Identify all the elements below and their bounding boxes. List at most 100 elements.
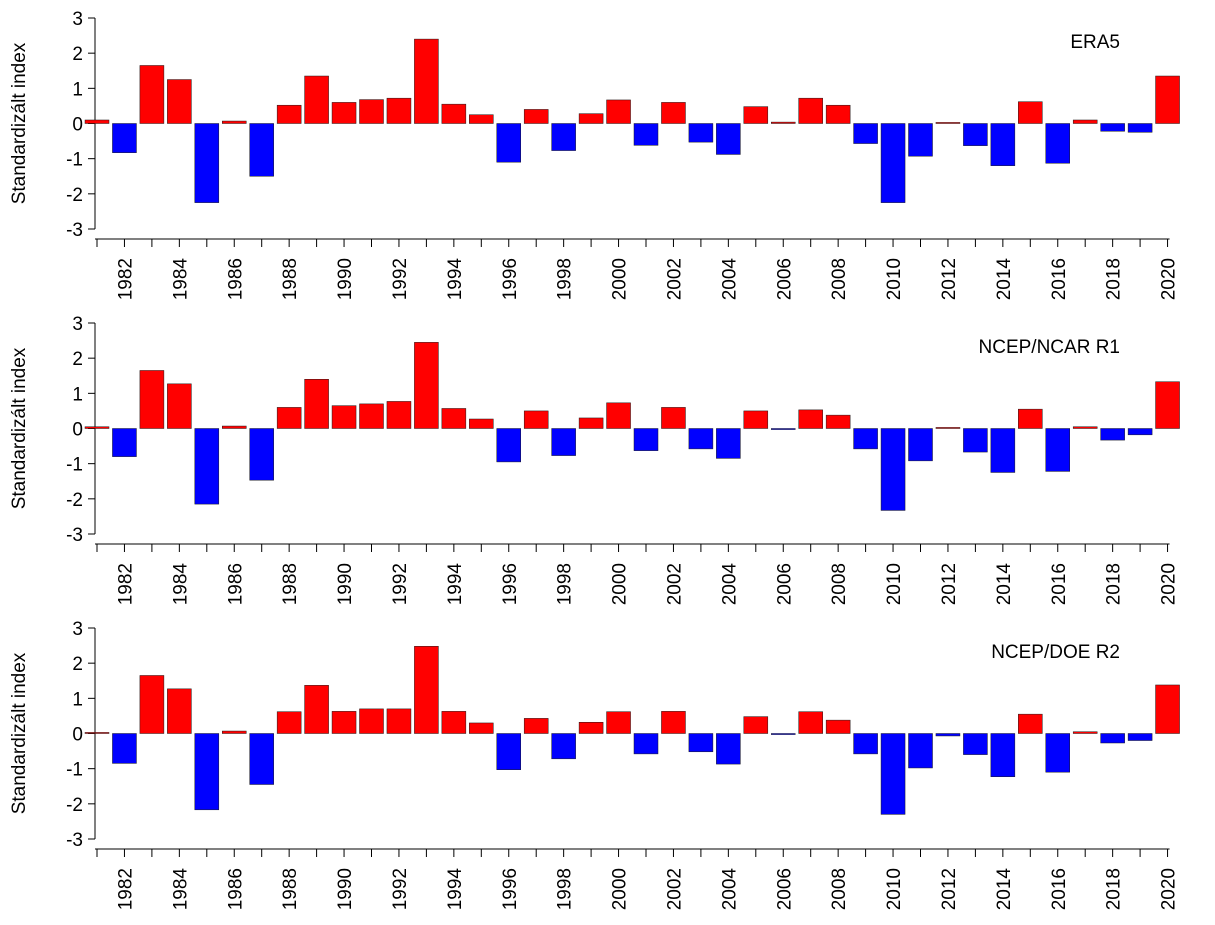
bar-1992 <box>386 708 412 734</box>
y-tick-label: -3 <box>66 220 83 241</box>
x-tick-label: 2010 <box>884 258 905 300</box>
x-tick-label: 2004 <box>719 868 740 911</box>
x-tick-label: 2002 <box>664 868 685 910</box>
y-tick-label: 1 <box>72 79 83 100</box>
bar-2006 <box>771 121 796 124</box>
panel-title: ERA5 <box>1070 32 1120 53</box>
x-tick-label: 1994 <box>445 258 466 301</box>
bar-2008 <box>825 104 851 124</box>
bar-2002 <box>661 711 686 734</box>
x-tick-label: 2002 <box>664 258 685 300</box>
bar-1993 <box>414 342 439 429</box>
x-tick-label: 2006 <box>774 258 795 300</box>
bar-1981 <box>84 119 110 124</box>
x-tick-label: 2008 <box>829 563 850 605</box>
y-tick-label: -2 <box>66 185 83 206</box>
bar-2008 <box>825 719 851 734</box>
bar-2013 <box>963 428 988 453</box>
bar-2002 <box>661 102 686 124</box>
bar-2005 <box>743 106 769 124</box>
bar-1999 <box>578 417 604 429</box>
y-tick-label: -2 <box>66 490 83 511</box>
x-tick-label: 2010 <box>884 563 905 605</box>
x-tick-label: 1988 <box>280 868 301 910</box>
x-tick-label: 2004 <box>719 563 740 606</box>
bar-1985 <box>194 123 220 203</box>
bar-2015 <box>1018 101 1043 124</box>
bar-2011 <box>908 733 933 769</box>
bar-2014 <box>990 123 1016 166</box>
x-tick-label: 1998 <box>555 563 576 605</box>
bar-2004 <box>716 733 741 765</box>
bar-2001 <box>633 428 659 451</box>
x-tick-label: 2016 <box>1049 563 1070 605</box>
x-tick-label: 2016 <box>1049 868 1070 910</box>
bar-2005 <box>743 410 769 429</box>
bar-2018 <box>1100 428 1125 441</box>
y-tick-label: -3 <box>66 525 83 546</box>
bar-2003 <box>688 123 714 143</box>
bar-1990 <box>331 711 357 734</box>
bar-2012 <box>935 427 961 429</box>
bar-2019 <box>1127 428 1153 436</box>
bar-1989 <box>304 379 329 429</box>
y-tick-label: 0 <box>72 115 83 136</box>
bar-1982 <box>112 428 137 457</box>
bar-1981 <box>84 732 110 734</box>
bar-2001 <box>633 733 659 755</box>
bar-1983 <box>139 370 165 429</box>
bar-1992 <box>386 97 412 124</box>
bar-2006 <box>771 428 796 430</box>
bar-1997 <box>523 410 549 429</box>
panel-3: 3 2 1 0 -1 -2 -3 Standardizált index 1982 1984 198… <box>9 619 1180 910</box>
x-tick-label: 1990 <box>335 258 356 300</box>
bar-1999 <box>578 721 604 734</box>
x-tick-label: 2018 <box>1104 258 1125 300</box>
x-tick-label: 2008 <box>829 258 850 300</box>
bar-1996 <box>496 428 521 463</box>
bar-2011 <box>908 123 933 157</box>
bar-1984 <box>167 79 192 124</box>
y-tick-label: -1 <box>66 760 83 781</box>
bar-1997 <box>523 109 549 124</box>
bar-1994 <box>441 103 467 124</box>
x-tick-label: 2010 <box>884 868 905 910</box>
x-tick-label: 1996 <box>500 868 521 910</box>
bar-1985 <box>194 428 220 505</box>
panel-title: NCEP/DOE R2 <box>991 642 1120 663</box>
bar-1999 <box>578 113 604 124</box>
bar-1995 <box>469 418 494 429</box>
x-tick-label: 1982 <box>115 868 136 910</box>
bar-1987 <box>249 428 274 481</box>
x-tick-label: 2020 <box>1159 563 1180 605</box>
bar-1986 <box>222 425 247 429</box>
bar-2007 <box>798 409 823 429</box>
panel-1: 3 2 1 0 -1 -2 -3 Standardizált index 1982 1984 198… <box>9 9 1180 300</box>
bar-1985 <box>194 733 220 811</box>
x-tick-label: 1990 <box>335 563 356 605</box>
x-tick-label: 2004 <box>719 258 740 301</box>
bar-2016 <box>1045 733 1070 773</box>
bar-1991 <box>359 99 384 124</box>
bar-2018 <box>1100 733 1125 744</box>
bar-2017 <box>1072 731 1098 734</box>
bar-2020 <box>1155 684 1180 734</box>
x-tick-label: 2016 <box>1049 258 1070 300</box>
bar-2003 <box>688 733 714 753</box>
bar-2017 <box>1072 119 1098 124</box>
y-axis-label: Standardizált index <box>9 42 30 204</box>
bar-1993 <box>414 646 439 734</box>
bar-2016 <box>1045 123 1070 164</box>
x-tick-label: 1990 <box>335 868 356 910</box>
bar-1984 <box>167 688 192 734</box>
bar-2007 <box>798 711 823 734</box>
bar-1988 <box>276 104 302 124</box>
bar-1997 <box>523 718 549 734</box>
bar-1992 <box>386 401 412 429</box>
bar-1988 <box>276 407 302 429</box>
x-tick-label: 1992 <box>390 563 411 605</box>
x-tick-label: 1996 <box>500 563 521 605</box>
bar-1989 <box>304 75 329 124</box>
bar-2010 <box>880 123 906 203</box>
bar-2017 <box>1072 426 1098 429</box>
